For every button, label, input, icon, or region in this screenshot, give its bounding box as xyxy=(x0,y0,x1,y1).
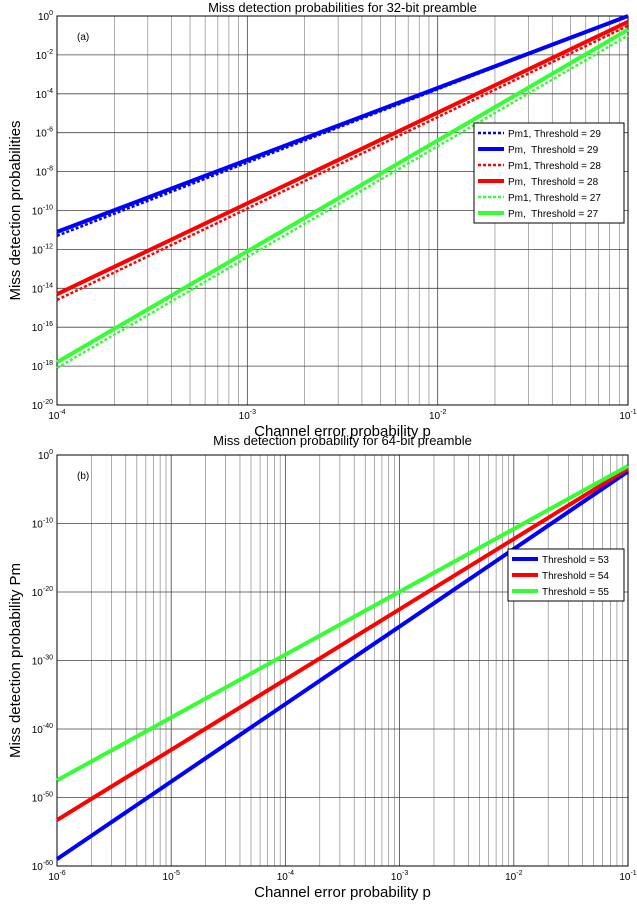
legend-label: Pm, Threshold = 28 xyxy=(508,177,599,188)
y-tick-label: 10-10 xyxy=(32,205,53,218)
series-line-5 xyxy=(55,27,630,364)
y-tick-label: 10-2 xyxy=(36,49,53,62)
axes-frame xyxy=(56,15,629,406)
panel-label: (b) xyxy=(77,471,89,482)
y-tick-label: 100 xyxy=(38,449,53,462)
legend-label: Threshold = 53 xyxy=(542,555,609,566)
y-tick-label: 10-6 xyxy=(36,127,53,140)
legend-label: Pm, Threshold = 29 xyxy=(508,145,599,156)
x-tick-label: 10-5 xyxy=(163,870,180,883)
y-tick-label: 10-16 xyxy=(32,321,53,334)
legend-label: Pm1, Threshold = 29 xyxy=(508,129,601,140)
axes-frame xyxy=(56,454,629,867)
x-axis-label: Channel error probability p xyxy=(254,423,431,440)
legend: Threshold = 53 Threshold = 54 Threshold = … xyxy=(507,548,625,602)
legend-label: Pm1, Threshold = 27 xyxy=(508,193,601,204)
series-line-2 xyxy=(56,24,629,302)
legend-label: Threshold = 54 xyxy=(542,571,609,582)
y-tick-label: 100 xyxy=(38,10,53,23)
grid-lines xyxy=(56,454,628,867)
legend: Pm1, Threshold = 29 Pm, Threshold = 29 Pm1… xyxy=(473,122,625,224)
y-tick-label: 10-12 xyxy=(32,243,53,256)
x-tick-label: 10-1 xyxy=(619,409,636,422)
chart-a: 10-20 10-18 10-16 10-14 10-12 10-10 10-8 10-6 10… xyxy=(7,0,637,440)
y-tick-label: 10-14 xyxy=(32,282,53,295)
x-tick-label: 10-6 xyxy=(48,870,65,883)
x-tick-label: 10-4 xyxy=(48,409,65,422)
x-axis-label: Channel error probability p xyxy=(254,884,431,901)
x-tick-label: 10-2 xyxy=(505,870,522,883)
panel-label: (a) xyxy=(77,32,89,43)
y-tick-label: 10-30 xyxy=(32,655,53,668)
y-tick-label: 10-10 xyxy=(32,518,53,531)
x-tick-label: 10-1 xyxy=(619,870,636,883)
y-tick-label: 10-20 xyxy=(32,586,53,599)
chart-b: 10-60 10-50 10-40 10-30 10-20 10-10 100 10-6 10-… xyxy=(7,433,637,901)
series-lines xyxy=(55,14,630,370)
x-tick-label: 10-3 xyxy=(391,870,408,883)
y-tick-label: 10-60 xyxy=(32,860,53,873)
y-axis-label: Miss detection probabilities xyxy=(7,120,24,300)
series-line-3 xyxy=(56,20,629,296)
y-tick-label: 10-4 xyxy=(36,88,53,101)
series-line-1 xyxy=(55,466,630,822)
y-tick-label: 10-8 xyxy=(36,166,53,179)
chart-title: Miss detection probability for 64-bit pr… xyxy=(213,433,472,448)
y-tick-label: 10-18 xyxy=(32,360,53,373)
legend-label: Pm1, Threshold = 28 xyxy=(508,161,601,172)
x-tick-label: 10-2 xyxy=(429,409,446,422)
y-tick-label: 10-20 xyxy=(32,399,53,412)
series-line-0 xyxy=(55,469,630,861)
series-line-4 xyxy=(56,34,629,370)
x-tick-label: 10-3 xyxy=(239,409,256,422)
series-lines xyxy=(55,464,630,861)
chart-title: Miss detection probabilities for 32-bit … xyxy=(208,0,477,15)
series-line-1 xyxy=(56,14,629,234)
legend-label: Threshold = 55 xyxy=(542,587,609,598)
legend-label: Pm, Threshold = 27 xyxy=(508,209,599,220)
y-tick-label: 10-40 xyxy=(32,723,53,736)
x-tick-label: 10-4 xyxy=(277,870,294,883)
legend-box xyxy=(473,122,625,224)
series-line-2 xyxy=(56,464,629,783)
y-tick-label: 10-50 xyxy=(32,792,53,805)
y-axis-label: Miss detection probability Pm xyxy=(7,563,24,758)
